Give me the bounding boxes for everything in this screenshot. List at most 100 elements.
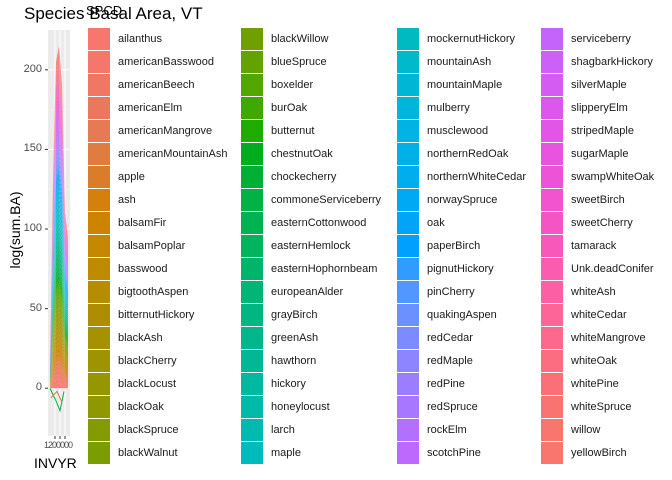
legend-key-swatch — [241, 28, 263, 50]
area-band-38 — [50, 212, 68, 381]
legend-label: hawthorn — [271, 355, 317, 367]
legend-label: ash — [118, 194, 136, 206]
legend-label: americanBasswood — [118, 56, 214, 68]
legend-label: paperBirch — [427, 240, 481, 252]
legend-label: balsamPoplar — [118, 240, 186, 252]
area-band-20 — [50, 293, 68, 385]
legend-label: mockernutHickory — [427, 33, 516, 45]
legend-key-swatch — [397, 74, 419, 96]
legend-label: redCedar — [427, 332, 473, 344]
legend-key-swatch — [88, 258, 110, 280]
area-band-25 — [50, 271, 68, 383]
area-band-41 — [50, 199, 68, 380]
area-band-31 — [50, 244, 68, 382]
legend-key-swatch — [241, 143, 263, 165]
legend-title: SPCD — [86, 3, 123, 18]
legend-key-swatch — [88, 74, 110, 96]
legend-label: mountainMaple — [427, 79, 503, 91]
legend-key-swatch — [241, 235, 263, 257]
area-band-12 — [50, 329, 68, 386]
area-band-18 — [50, 302, 68, 385]
legend-label: pignutHickory — [427, 263, 494, 275]
legend-label: mountainAsh — [427, 56, 492, 68]
legend-key-swatch — [88, 304, 110, 326]
legend-key-swatch — [241, 304, 263, 326]
legend-key-swatch — [397, 419, 419, 441]
legend-label: burOak — [271, 102, 308, 114]
area-band-32 — [50, 239, 68, 382]
area-band-1 — [50, 379, 68, 389]
legend-label: whiteAsh — [571, 286, 616, 298]
legend-label: larch — [271, 424, 295, 436]
legend-label: yellowBirch — [571, 447, 627, 459]
legend-label: sugarMaple — [571, 148, 629, 160]
legend-key-swatch — [541, 350, 563, 372]
legend-key-swatch — [241, 74, 263, 96]
legend-label: redPine — [427, 378, 465, 390]
legend-label: americanMountainAsh — [118, 148, 228, 160]
legend-label: honeylocust — [271, 401, 330, 413]
legend-key-swatch — [397, 281, 419, 303]
area-band-0 — [50, 383, 68, 389]
legend-key-swatch — [241, 373, 263, 395]
legend-key-swatch — [88, 189, 110, 211]
legend-label: rockElm — [427, 424, 467, 436]
legend-key-swatch — [541, 74, 563, 96]
area-band-34 — [50, 230, 68, 382]
legend-key-swatch — [241, 189, 263, 211]
legend-label: chockecherry — [271, 171, 337, 183]
area-band-42 — [50, 194, 68, 380]
legend-key-swatch — [397, 143, 419, 165]
area-band-40 — [50, 203, 68, 380]
legend-key-swatch — [541, 258, 563, 280]
area-band-7 — [50, 352, 68, 387]
legend-key-swatch — [88, 51, 110, 73]
area-band-23 — [50, 280, 68, 384]
legend-key-swatch — [541, 396, 563, 418]
legend-key-swatch — [541, 373, 563, 395]
legend-label: redSpruce — [427, 401, 478, 413]
legend-label: boxelder — [271, 79, 314, 91]
legend-key-swatch — [397, 28, 419, 50]
legend-key-swatch — [541, 51, 563, 73]
legend-label: blackWillow — [271, 33, 329, 45]
y-tick-label: 200 — [23, 62, 42, 75]
legend-key-swatch — [88, 166, 110, 188]
legend-key-swatch — [541, 97, 563, 119]
legend-label: oak — [427, 217, 445, 229]
legend-label: stripedMaple — [571, 125, 634, 137]
legend-key-swatch — [88, 120, 110, 142]
legend-label: easternHemlock — [271, 240, 351, 252]
area-band-11 — [50, 334, 68, 386]
legend-key-swatch — [88, 281, 110, 303]
legend-key-swatch — [241, 281, 263, 303]
legend-label: apple — [118, 171, 145, 183]
area-band-30 — [50, 248, 68, 382]
legend-key-swatch — [241, 120, 263, 142]
legend-label: basswood — [118, 263, 168, 275]
legend-label: americanMangrove — [118, 125, 213, 137]
legend-label: pinCherry — [427, 286, 475, 298]
legend-key-swatch — [397, 350, 419, 372]
legend-key-swatch — [241, 419, 263, 441]
legend-key-swatch — [397, 212, 419, 234]
legend-label: serviceberry — [571, 33, 631, 45]
legend-label: butternut — [271, 125, 315, 137]
area-band-21 — [50, 289, 68, 384]
area-band-8 — [50, 347, 68, 387]
legend-key-swatch — [88, 212, 110, 234]
area-band-28 — [50, 257, 68, 383]
legend-label: whiteCedar — [571, 309, 627, 321]
legend-key-swatch — [541, 419, 563, 441]
legend-label: Unk.deadConifer — [571, 263, 654, 275]
legend-label: blackOak — [118, 401, 164, 413]
legend-label: blueSpruce — [271, 56, 327, 68]
area-band-26 — [50, 266, 68, 383]
legend-label: whiteOak — [571, 355, 617, 367]
legend-label: swampWhiteOak — [571, 171, 655, 183]
legend-key-swatch — [541, 212, 563, 234]
legend-key-swatch — [541, 143, 563, 165]
legend-label: bigtoothAspen — [118, 286, 189, 298]
